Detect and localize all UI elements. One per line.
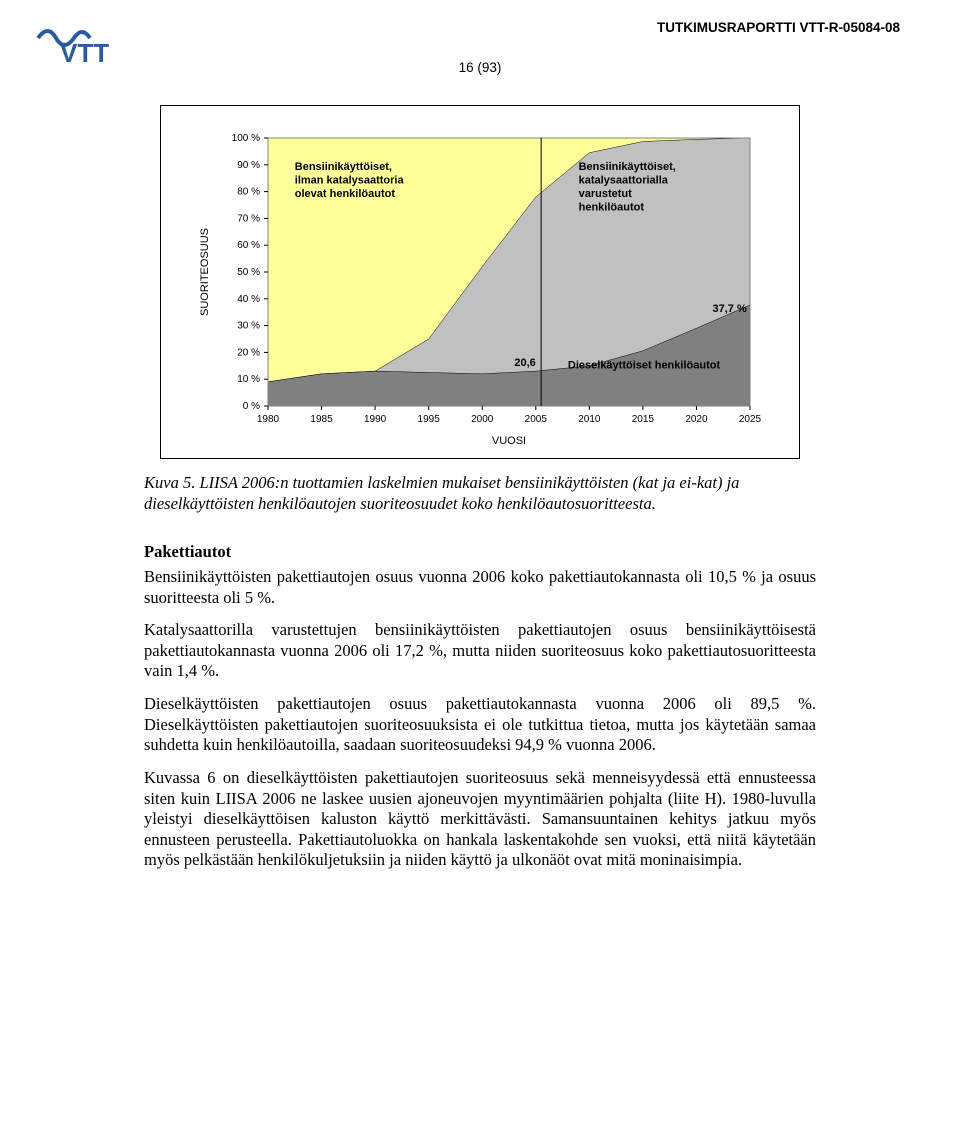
svg-text:50 %: 50 % xyxy=(237,267,260,278)
svg-text:2015: 2015 xyxy=(632,414,655,425)
svg-text:100 %: 100 % xyxy=(232,133,260,144)
report-id: TUTKIMUSRAPORTTI VTT-R-05084-08 xyxy=(657,20,900,35)
svg-text:1980: 1980 xyxy=(257,414,280,425)
svg-text:70 %: 70 % xyxy=(237,213,260,224)
svg-text:SUORITEOSUUS: SUORITEOSUUS xyxy=(199,228,211,316)
svg-text:0 %: 0 % xyxy=(243,401,260,412)
paragraph-3: Dieselkäyttöisten pakettiautojen osuus p… xyxy=(144,694,816,756)
svg-text:2005: 2005 xyxy=(525,414,548,425)
body-text: Pakettiautot Bensiinikäyttöisten paketti… xyxy=(144,542,816,871)
svg-text:10 %: 10 % xyxy=(237,374,260,385)
svg-text:20,6: 20,6 xyxy=(514,357,535,369)
svg-text:VUOSI: VUOSI xyxy=(492,435,526,446)
svg-text:1990: 1990 xyxy=(364,414,387,425)
svg-text:Dieselkäyttöiset henkilöautot: Dieselkäyttöiset henkilöautot xyxy=(568,359,721,371)
vtt-logo: VTT xyxy=(34,18,144,71)
svg-text:20 %: 20 % xyxy=(237,347,260,358)
svg-text:60 %: 60 % xyxy=(237,240,260,251)
svg-text:henkilöautot: henkilöautot xyxy=(579,201,645,213)
svg-text:2020: 2020 xyxy=(685,414,708,425)
paragraph-2: Katalysaattorilla varustettujen bensiini… xyxy=(144,620,816,682)
svg-text:30 %: 30 % xyxy=(237,321,260,332)
paragraph-1: Bensiinikäyttöisten pakettiautojen osuus… xyxy=(144,567,816,608)
section-heading: Pakettiautot xyxy=(144,542,816,563)
svg-text:37,7 %: 37,7 % xyxy=(713,303,747,315)
svg-text:varustetut: varustetut xyxy=(579,188,633,200)
svg-text:80 %: 80 % xyxy=(237,187,260,198)
figure-caption: Kuva 5. LIISA 2006:n tuottamien laskelmi… xyxy=(144,473,816,514)
svg-text:2000: 2000 xyxy=(471,414,494,425)
svg-text:40 %: 40 % xyxy=(237,294,260,305)
svg-text:katalysaattorialla: katalysaattorialla xyxy=(579,175,669,187)
svg-text:Bensiinikäyttöiset,: Bensiinikäyttöiset, xyxy=(579,161,676,173)
svg-text:2010: 2010 xyxy=(578,414,601,425)
page-header: TUTKIMUSRAPORTTI VTT-R-05084-08 xyxy=(657,20,900,35)
paragraph-4: Kuvassa 6 on dieselkäyttöisten pakettiau… xyxy=(144,768,816,871)
svg-text:2025: 2025 xyxy=(739,414,762,425)
svg-text:olevat henkilöautot: olevat henkilöautot xyxy=(295,188,396,200)
svg-text:ilman katalysaattoria: ilman katalysaattoria xyxy=(295,175,405,187)
svg-text:1985: 1985 xyxy=(310,414,333,425)
svg-text:1995: 1995 xyxy=(418,414,441,425)
figure-caption-text: LIISA 2006:n tuottamien laskelmien mukai… xyxy=(144,473,739,513)
svg-text:90 %: 90 % xyxy=(237,160,260,171)
logo-text: VTT xyxy=(60,38,109,66)
page-number: 16 (93) xyxy=(50,60,910,75)
figure-label: Kuva 5. xyxy=(144,473,195,492)
svg-text:Bensiinikäyttöiset,: Bensiinikäyttöiset, xyxy=(295,161,392,173)
area-chart: 0 % 10 % 20 % 30 % 40 % 50 % 60 % 70 % 80 % 90 % 1… xyxy=(190,126,770,446)
chart-container: 0 % 10 % 20 % 30 % 40 % 50 % 60 % 70 % 80 % 90 % 1… xyxy=(160,105,800,459)
